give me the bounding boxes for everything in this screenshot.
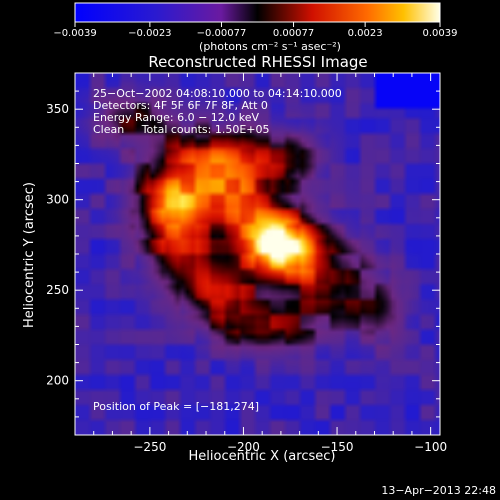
x-tick-label: −200 — [227, 440, 260, 454]
colorbar-tick-label: −0.0023 — [128, 28, 171, 39]
footer-timestamp: 13−Apr−2013 22:48 — [381, 484, 496, 497]
colorbar-unit-label: (photons cm⁻² s⁻¹ asec⁻²) — [199, 40, 341, 53]
heatmap-image — [75, 73, 440, 435]
x-axis-label: Heliocentric X (arcsec) — [189, 449, 336, 464]
colorbar: −0.0039 −0.0023 −0.00077 0.00077 0.0023 0.003… — [53, 2, 458, 53]
x-tick-label: −100 — [414, 440, 447, 454]
y-tick-label: 350 — [46, 102, 69, 116]
y-axis: 200 250 300 350 — [46, 72, 440, 436]
chart-title: Reconstructed RHESSI Image — [148, 53, 367, 71]
colorbar-tick-label: −0.0039 — [53, 28, 96, 39]
y-tick-label: 200 — [46, 374, 69, 388]
annotations: 25−Oct−2002 04:08:10.000 to 04:14:10.000… — [93, 87, 342, 413]
y-axis-label: Heliocentric Y (arcsec) — [22, 182, 37, 328]
annotation-clean-counts: Clean Total counts: 1.50E+05 — [93, 123, 270, 136]
colorbar-tick-label: 0.00077 — [273, 28, 314, 39]
x-tick-label: −150 — [321, 440, 354, 454]
x-tick-label: −250 — [133, 440, 166, 454]
y-tick-label: 300 — [46, 193, 69, 207]
colorbar-tick-label: 0.0023 — [348, 28, 383, 39]
colorbar-tick-label: −0.00077 — [197, 28, 247, 39]
colorbar-gradient — [74, 2, 441, 23]
annotation-detectors: Detectors: 4F 5F 6F 7F 8F, Att 0 — [93, 99, 268, 112]
annotation-energy-range: Energy Range: 6.0 − 12.0 keV — [93, 111, 260, 124]
colorbar-tick-label: 0.0039 — [423, 28, 458, 39]
annotation-time-range: 25−Oct−2002 04:08:10.000 to 04:14:10.000 — [93, 87, 342, 100]
y-tick-label: 250 — [46, 283, 69, 297]
x-axis: −250 −200 −150 −100 — [74, 73, 447, 454]
colorbar-ticks: −0.0039 −0.0023 −0.00077 0.00077 0.0023 0.003… — [53, 22, 458, 39]
peak-position-label: Position of Peak = [−181,274] — [93, 400, 259, 413]
